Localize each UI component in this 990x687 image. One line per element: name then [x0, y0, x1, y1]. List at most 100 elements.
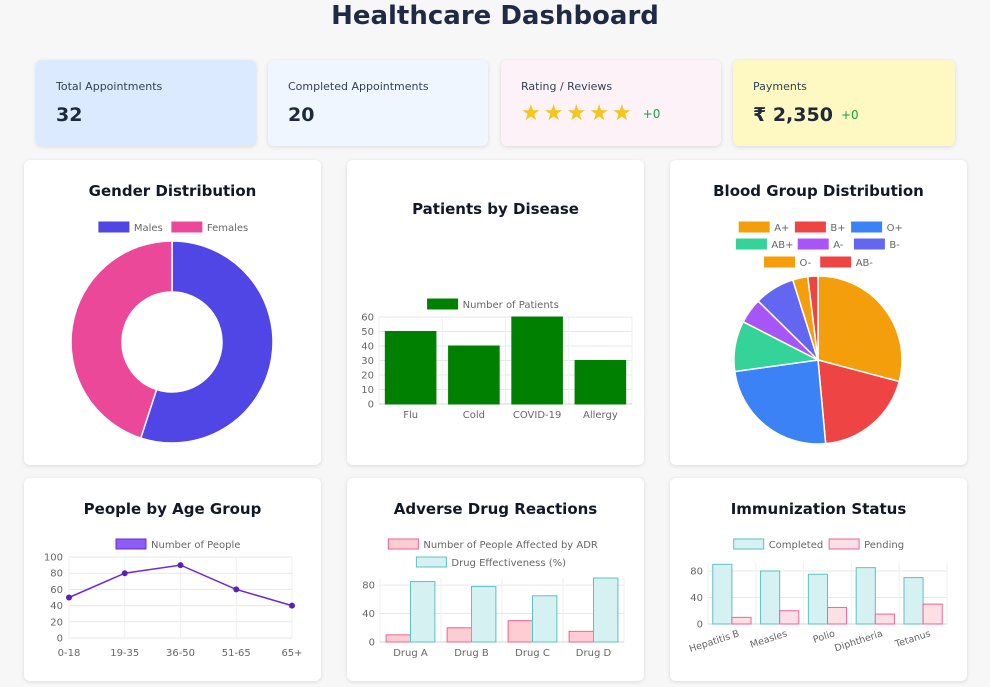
adr-chart-svg: Number of People Affected by ADR Drug Eff… [362, 538, 625, 659]
y-tick-label: 50 [361, 327, 374, 338]
bar [568, 630, 595, 643]
legend-swatch [764, 256, 795, 268]
x-tick-label: COVID-19 [513, 410, 562, 421]
stat-card-total-appointments: Total Appointments 32 [36, 60, 256, 146]
chart-title: Adverse Drug Reactions [393, 500, 598, 518]
bar [384, 331, 437, 405]
stat-value: 32 [56, 104, 83, 126]
x-tick-label: Drug A [393, 648, 428, 659]
y-tick-label: 40 [690, 593, 703, 604]
stat-label: Completed Appointments [288, 80, 429, 93]
x-tick-label: Drug B [454, 648, 489, 659]
bar [760, 570, 781, 625]
pie-slice [817, 358, 901, 445]
legend-swatch [171, 221, 203, 233]
legend-swatch [828, 538, 860, 550]
legend-label: A+ [774, 223, 789, 234]
chart-title: Gender Distribution [88, 182, 257, 200]
bar [446, 627, 472, 643]
legend-label: B+ [830, 223, 845, 234]
chart-people-by-age-group: People by Age Group Number of People 0 20 4… [24, 478, 321, 681]
y-tick-label: 40 [50, 601, 63, 612]
legend-label: O- [800, 258, 812, 269]
bar [827, 606, 848, 625]
rating-stars: ★ ★ ★ ★ ★ +0 [521, 102, 660, 126]
chart-immunization-status: Immunization Status Completed Pending 0 40 8… [670, 478, 967, 681]
y-tick-label: 0 [369, 638, 375, 649]
y-tick-label: 20 [361, 371, 374, 382]
star-icon: ★ [589, 101, 609, 126]
legend-swatch [98, 221, 130, 233]
legend-swatch [115, 538, 147, 550]
stat-card-payments: Payments ₹ 2,350 +0 [733, 60, 955, 146]
legend-swatch [797, 238, 829, 250]
data-point [121, 570, 128, 577]
pie-slice [817, 275, 903, 383]
x-tick-label: Cold [463, 410, 485, 421]
stat-label: Rating / Reviews [521, 80, 613, 93]
x-tick-label: 0-18 [58, 648, 81, 659]
x-tick-label: Diphtheria [833, 628, 884, 654]
y-tick-label: 100 [44, 553, 63, 564]
y-tick-label: 30 [361, 356, 374, 367]
chart-patients-by-disease: Patients by Disease Number of Patients 0 1… [347, 160, 644, 465]
stat-label: Payments [753, 80, 807, 93]
y-tick-label: 80 [690, 566, 703, 577]
stat-value: 20 [288, 104, 315, 126]
pie-slice [733, 359, 827, 445]
legend-swatch [851, 221, 883, 233]
y-tick-label: 80 [362, 581, 375, 592]
bar [731, 616, 752, 625]
bar [874, 613, 895, 625]
legend-label: O+ [887, 223, 903, 234]
x-tick-label: Hepatitis B [688, 628, 741, 655]
bar [712, 563, 733, 625]
page-title: Healthcare Dashboard [331, 1, 659, 31]
legend-label: AB+ [771, 240, 793, 251]
y-tick-label: 80 [50, 569, 63, 580]
bar [574, 360, 627, 405]
bar [779, 610, 800, 625]
legend-label: Number of Patients [463, 300, 559, 311]
legend-label: Completed [769, 540, 824, 551]
pie-slice [139, 240, 274, 444]
payments-delta: +0 [840, 108, 859, 122]
y-tick-label: 10 [361, 385, 374, 396]
x-tick-label: 65+ [281, 648, 302, 659]
y-tick-label: 40 [362, 609, 375, 620]
chart-title: Immunization Status [730, 500, 907, 518]
legend-swatch [733, 538, 765, 550]
payments-amount: ₹ 2,350 [753, 104, 833, 126]
bar [593, 577, 619, 643]
star-icon: ★ [543, 101, 564, 126]
bar [511, 316, 563, 405]
x-tick-label: Measles [749, 628, 789, 650]
legend-swatch [820, 256, 852, 268]
stat-card-completed-appointments: Completed Appointments 20 [268, 60, 488, 146]
bar [903, 577, 924, 625]
stat-card-rating-reviews: Rating / Reviews ★ ★ ★ ★ ★ +0 [501, 60, 721, 146]
legend-label: Females [207, 223, 248, 234]
legend-label: AB- [856, 258, 874, 269]
legend-swatch [738, 221, 770, 233]
legend-label: Drug Effectiveness (%) [451, 558, 566, 569]
bar [532, 595, 558, 643]
data-point [233, 586, 240, 593]
legend-label: B- [889, 240, 900, 251]
bar [385, 634, 411, 643]
legend-swatch [794, 221, 826, 233]
x-tick-label: 36-50 [166, 648, 195, 659]
x-tick-label: 51-65 [222, 648, 251, 659]
data-point [177, 562, 184, 569]
bar [855, 567, 876, 625]
chart-adverse-drug-reactions: Adverse Drug Reactions Number of People … [347, 478, 644, 681]
legend-label: Pending [864, 540, 904, 551]
y-tick-label: 0 [57, 634, 63, 645]
legend-swatch [415, 556, 447, 568]
x-tick-label: 19-35 [110, 648, 139, 659]
chart-title: People by Age Group [83, 500, 262, 518]
chart-gender-distribution: Gender Distribution Males Females [24, 160, 321, 465]
age-chart-svg: Number of People 0 20 40 60 80 100 0-18 19-35 36-… [44, 538, 303, 659]
chart-blood-group-distribution: Blood Group Distribution A+ B+ O+ AB+ A- B- O-… [670, 160, 967, 465]
